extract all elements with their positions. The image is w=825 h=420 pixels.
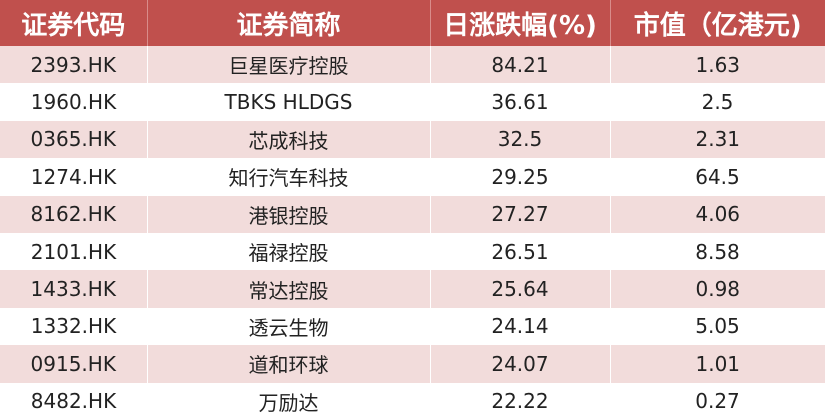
cell-change: 29.25 [430, 158, 610, 196]
cell-market-cap: 2.5 [610, 83, 825, 121]
column-header-change: 日涨跌幅(%) [430, 0, 611, 46]
cell-change: 25.64 [430, 270, 611, 308]
cell-name: 道和环球 [147, 345, 431, 383]
cell-name: 透云生物 [147, 307, 430, 346]
table-row: 1274.HK 知行汽车科技 29.25 64.5 [0, 158, 825, 196]
column-header-market-cap: 市值（亿港元) [610, 0, 825, 46]
table-row: 2393.HK 巨星医疗控股 84.21 1.63 [0, 46, 825, 84]
cell-change: 27.27 [430, 195, 611, 233]
cell-market-cap: 5.05 [610, 307, 825, 346]
cell-market-cap: 2.31 [610, 120, 825, 159]
cell-change: 26.51 [430, 232, 610, 271]
cell-name: 万励达 [147, 382, 430, 420]
cell-change: 22.22 [430, 382, 610, 420]
cell-name: 港银控股 [147, 195, 431, 233]
cell-change: 24.07 [430, 345, 611, 383]
cell-name: 知行汽车科技 [147, 158, 430, 196]
cell-code: 0915.HK [0, 345, 148, 383]
column-header-name: 证券简称 [147, 0, 431, 46]
table-row: 0365.HK 芯成科技 32.5 2.31 [0, 120, 825, 159]
cell-change: 24.14 [430, 307, 610, 346]
cell-name: 常达控股 [147, 270, 431, 308]
cell-market-cap: 1.01 [610, 345, 825, 383]
cell-market-cap: 1.63 [610, 46, 825, 84]
cell-name: 巨星医疗控股 [147, 46, 431, 84]
table-header-row: 证券代码 证券简称 日涨跌幅(%) 市值（亿港元) [0, 0, 825, 46]
cell-market-cap: 0.27 [610, 382, 825, 420]
cell-market-cap: 0.98 [610, 270, 825, 308]
cell-code: 2101.HK [0, 232, 147, 271]
table-row: 8482.HK 万励达 22.22 0.27 [0, 382, 825, 420]
cell-market-cap: 4.06 [610, 195, 825, 233]
cell-name: 芯成科技 [147, 120, 431, 159]
cell-code: 8482.HK [0, 382, 147, 420]
cell-name: TBKS HLDGS [147, 83, 430, 121]
cell-change: 32.5 [430, 120, 611, 159]
cell-market-cap: 64.5 [610, 158, 825, 196]
table-row: 1332.HK 透云生物 24.14 5.05 [0, 307, 825, 346]
cell-code: 2393.HK [0, 46, 148, 84]
table-row: 8162.HK 港银控股 27.27 4.06 [0, 195, 825, 233]
table-row: 1433.HK 常达控股 25.64 0.98 [0, 270, 825, 308]
cell-code: 1433.HK [0, 270, 148, 308]
column-header-code: 证券代码 [0, 0, 148, 46]
table-row: 1960.HK TBKS HLDGS 36.61 2.5 [0, 83, 825, 121]
cell-code: 1960.HK [0, 83, 147, 121]
cell-code: 8162.HK [0, 195, 148, 233]
cell-change: 36.61 [430, 83, 610, 121]
cell-code: 1274.HK [0, 158, 147, 196]
cell-name: 福禄控股 [147, 232, 430, 271]
cell-change: 84.21 [430, 46, 611, 84]
cell-code: 1332.HK [0, 307, 147, 346]
cell-code: 0365.HK [0, 120, 148, 159]
table-row: 2101.HK 福禄控股 26.51 8.58 [0, 232, 825, 271]
cell-market-cap: 8.58 [610, 232, 825, 271]
table-row: 0915.HK 道和环球 24.07 1.01 [0, 345, 825, 383]
